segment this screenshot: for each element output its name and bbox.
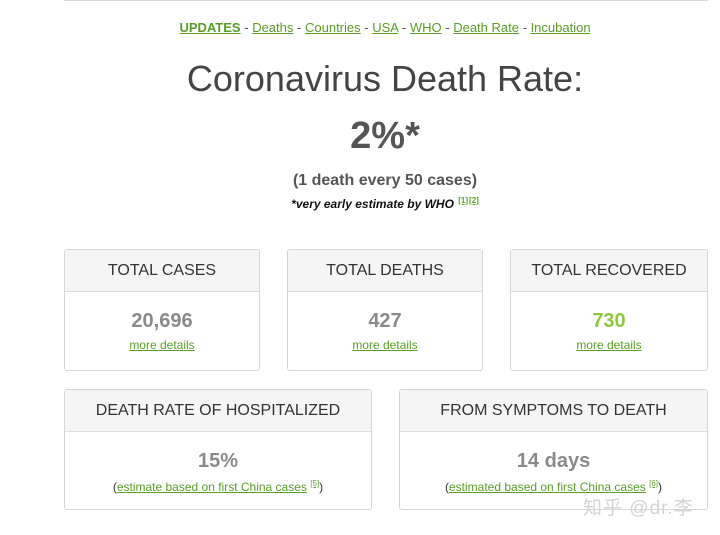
top-nav: UPDATES - Deaths - Countries - USA - WHO…: [0, 20, 720, 35]
reference-link-6[interactable]: [6]: [649, 479, 659, 488]
card-value: 427: [368, 310, 402, 332]
total-recovered-card: TOTAL RECOVERED 730 more details: [510, 249, 708, 371]
hospitalized-death-rate-card: DEATH RATE OF HOSPITALIZED 15% (estimate…: [64, 389, 372, 510]
paren-close: ): [658, 480, 663, 494]
death-rate-value: 2%*: [350, 115, 420, 157]
total-cases-card: TOTAL CASES 20,696 more details: [64, 249, 260, 371]
card-value: 14 days: [516, 450, 591, 472]
paren-open: (: [112, 480, 117, 494]
estimate-link[interactable]: estimated based on first China cases: [448, 480, 646, 494]
reference-link-2[interactable]: [2]: [469, 196, 479, 205]
more-details-link[interactable]: more details: [576, 338, 642, 352]
card-value: 20,696: [131, 310, 193, 332]
reference-links: [1][2]: [457, 196, 479, 205]
estimate-line: (estimate based on first China cases [5]…: [65, 479, 371, 494]
estimate-note: *very early estimate by WHO [1][2]: [0, 196, 720, 211]
card-value: 730: [592, 310, 626, 332]
card-header: TOTAL CASES: [65, 250, 259, 292]
nav-link-death-rate[interactable]: Death Rate: [453, 20, 519, 35]
paren-open: (: [444, 480, 449, 494]
estimate-note-text: *very early estimate by WHO: [291, 197, 454, 211]
death-rate-subtitle: (1 death every 50 cases): [292, 172, 478, 189]
estimate-line: (estimated based on first China cases [6…: [400, 479, 707, 494]
card-header: TOTAL DEATHS: [288, 250, 482, 292]
card-header: TOTAL RECOVERED: [511, 250, 707, 292]
nav-separator: -: [445, 20, 450, 35]
more-details-link[interactable]: more details: [352, 338, 418, 352]
estimate-link[interactable]: estimate based on first China cases: [116, 480, 307, 494]
card-value: 15%: [197, 450, 239, 472]
watermark: 知乎 @dr.李: [583, 498, 694, 519]
nav-link-who[interactable]: WHO: [409, 20, 442, 35]
more-details-link[interactable]: more details: [129, 338, 195, 352]
nav-separator: -: [364, 20, 369, 35]
nav-link-usa[interactable]: USA: [372, 20, 399, 35]
card-header: DEATH RATE OF HOSPITALIZED: [65, 390, 371, 432]
page-title: Coronavirus Death Rate:: [186, 58, 584, 99]
reference-link-1[interactable]: [1]: [458, 196, 469, 205]
nav-separator: -: [297, 20, 302, 35]
total-deaths-card: TOTAL DEATHS 427 more details: [287, 249, 483, 371]
nav-separator: -: [522, 20, 527, 35]
symptoms-to-death-card: FROM SYMPTOMS TO DEATH 14 days (estimate…: [399, 389, 708, 510]
nav-separator: -: [244, 20, 249, 35]
nav-link-deaths[interactable]: Deaths: [252, 20, 294, 35]
nav-link-updates[interactable]: UPDATES: [179, 20, 241, 35]
nav-link-countries[interactable]: Countries: [304, 20, 361, 35]
card-header: FROM SYMPTOMS TO DEATH: [400, 390, 707, 432]
nav-link-incubation[interactable]: Incubation: [530, 20, 591, 35]
nav-separator: -: [401, 20, 407, 35]
top-divider: [64, 0, 708, 1]
paren-close: ): [319, 480, 324, 494]
reference-link-5[interactable]: [5]: [310, 479, 320, 488]
